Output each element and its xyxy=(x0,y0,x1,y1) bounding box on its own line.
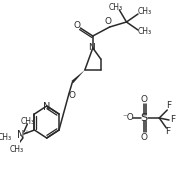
Text: O: O xyxy=(73,21,80,30)
Text: CH₃: CH₃ xyxy=(10,145,24,154)
Text: CH₃: CH₃ xyxy=(109,2,123,11)
Text: F: F xyxy=(170,116,175,125)
Text: O: O xyxy=(141,133,148,142)
Text: F: F xyxy=(165,128,171,136)
Text: CH₃: CH₃ xyxy=(0,134,12,143)
Polygon shape xyxy=(72,70,85,83)
Text: N: N xyxy=(43,102,50,112)
Text: CH₃: CH₃ xyxy=(20,116,34,125)
Text: N: N xyxy=(88,43,95,52)
Text: N⁺: N⁺ xyxy=(18,130,30,140)
Text: O: O xyxy=(68,90,75,99)
Text: CH₃: CH₃ xyxy=(138,7,152,16)
Text: CH₃: CH₃ xyxy=(138,28,152,37)
Text: O: O xyxy=(141,94,148,103)
Text: F: F xyxy=(166,102,172,111)
Text: S: S xyxy=(141,113,148,123)
Text: ⁻O: ⁻O xyxy=(122,113,134,122)
Text: O: O xyxy=(104,17,111,26)
